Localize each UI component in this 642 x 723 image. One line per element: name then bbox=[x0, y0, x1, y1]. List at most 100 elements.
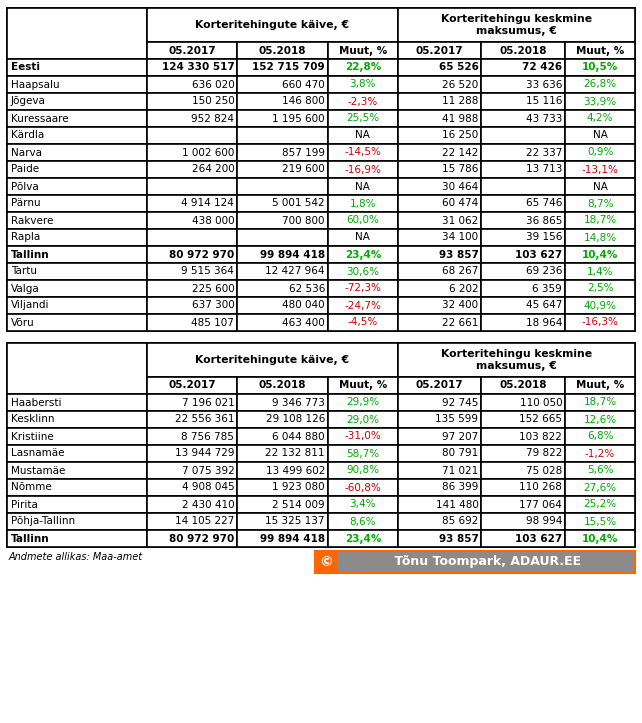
Text: 14 105 227: 14 105 227 bbox=[175, 516, 234, 526]
Text: 13 944 729: 13 944 729 bbox=[175, 448, 234, 458]
Bar bbox=[565, 314, 635, 331]
Text: 15,5%: 15,5% bbox=[584, 516, 617, 526]
Text: 6 044 880: 6 044 880 bbox=[272, 432, 325, 442]
Bar bbox=[398, 144, 482, 161]
Text: Tartu: Tartu bbox=[11, 267, 37, 276]
Bar bbox=[328, 462, 398, 479]
Text: 1 195 600: 1 195 600 bbox=[272, 114, 325, 124]
Bar bbox=[328, 59, 398, 76]
Bar bbox=[398, 297, 482, 314]
Text: -16,9%: -16,9% bbox=[344, 165, 381, 174]
Bar bbox=[328, 445, 398, 462]
Bar bbox=[328, 178, 398, 195]
Text: 29,0%: 29,0% bbox=[347, 414, 379, 424]
Text: 1,8%: 1,8% bbox=[350, 199, 376, 208]
Bar bbox=[328, 144, 398, 161]
Bar bbox=[398, 127, 482, 144]
Text: 99 894 418: 99 894 418 bbox=[260, 534, 325, 544]
Bar bbox=[328, 161, 398, 178]
Bar bbox=[238, 161, 328, 178]
Bar bbox=[482, 428, 565, 445]
Bar bbox=[7, 445, 146, 462]
Bar bbox=[565, 93, 635, 110]
Text: 152 665: 152 665 bbox=[519, 414, 562, 424]
Text: 39 156: 39 156 bbox=[526, 233, 562, 242]
Text: 4 914 124: 4 914 124 bbox=[182, 199, 234, 208]
Text: 110 268: 110 268 bbox=[519, 482, 562, 492]
Text: 05.2018: 05.2018 bbox=[259, 380, 306, 390]
Bar bbox=[482, 394, 565, 411]
Bar bbox=[7, 144, 146, 161]
Text: 27,6%: 27,6% bbox=[584, 482, 617, 492]
Text: -60,8%: -60,8% bbox=[345, 482, 381, 492]
Text: 12 427 964: 12 427 964 bbox=[266, 267, 325, 276]
Bar bbox=[7, 343, 635, 547]
Text: 62 536: 62 536 bbox=[289, 283, 325, 294]
Text: 264 200: 264 200 bbox=[191, 165, 234, 174]
Bar bbox=[238, 297, 328, 314]
Bar bbox=[7, 297, 146, 314]
Bar bbox=[7, 496, 146, 513]
Bar bbox=[565, 513, 635, 530]
Bar bbox=[398, 314, 482, 331]
Bar bbox=[146, 263, 238, 280]
Bar bbox=[565, 42, 635, 59]
Bar bbox=[398, 462, 482, 479]
Bar bbox=[398, 411, 482, 428]
Bar bbox=[565, 479, 635, 496]
Text: Korteritehingute käive, €: Korteritehingute käive, € bbox=[195, 20, 349, 30]
Text: 05.2017: 05.2017 bbox=[416, 380, 464, 390]
Text: Tallinn: Tallinn bbox=[11, 534, 49, 544]
Text: Korteritehingu keskmine
maksumus, €: Korteritehingu keskmine maksumus, € bbox=[441, 349, 592, 371]
Bar bbox=[238, 93, 328, 110]
Bar bbox=[7, 8, 635, 331]
Text: 25,2%: 25,2% bbox=[584, 500, 617, 510]
Text: 80 972 970: 80 972 970 bbox=[169, 249, 234, 260]
Text: Pirita: Pirita bbox=[11, 500, 38, 510]
Bar bbox=[482, 42, 565, 59]
Text: 480 040: 480 040 bbox=[282, 301, 325, 310]
Text: 99 894 418: 99 894 418 bbox=[260, 249, 325, 260]
Text: 146 800: 146 800 bbox=[282, 96, 325, 106]
Text: 29 108 126: 29 108 126 bbox=[266, 414, 325, 424]
Bar bbox=[328, 411, 398, 428]
Text: 33,9%: 33,9% bbox=[584, 96, 617, 106]
Bar bbox=[482, 59, 565, 76]
Bar bbox=[398, 229, 482, 246]
Text: Kristiine: Kristiine bbox=[11, 432, 54, 442]
Text: Haapsalu: Haapsalu bbox=[11, 80, 60, 90]
Bar bbox=[398, 246, 482, 263]
Text: 60,0%: 60,0% bbox=[347, 215, 379, 226]
Text: 26 520: 26 520 bbox=[442, 80, 478, 90]
Text: 2 430 410: 2 430 410 bbox=[182, 500, 234, 510]
Bar bbox=[398, 161, 482, 178]
Text: 05.2017: 05.2017 bbox=[168, 46, 216, 56]
Text: 31 062: 31 062 bbox=[442, 215, 478, 226]
Bar bbox=[7, 314, 146, 331]
Bar bbox=[565, 263, 635, 280]
Bar bbox=[146, 394, 238, 411]
Text: 15 116: 15 116 bbox=[526, 96, 562, 106]
Bar bbox=[398, 479, 482, 496]
Text: 463 400: 463 400 bbox=[282, 317, 325, 328]
Text: 05.2018: 05.2018 bbox=[499, 46, 547, 56]
Text: 177 064: 177 064 bbox=[519, 500, 562, 510]
Text: Muut, %: Muut, % bbox=[576, 46, 624, 56]
Bar bbox=[565, 76, 635, 93]
Text: NA: NA bbox=[356, 233, 370, 242]
Bar bbox=[146, 144, 238, 161]
Text: 22,8%: 22,8% bbox=[345, 62, 381, 72]
Bar bbox=[565, 229, 635, 246]
Text: 10,4%: 10,4% bbox=[582, 249, 618, 260]
Bar bbox=[398, 178, 482, 195]
Text: 952 824: 952 824 bbox=[191, 114, 234, 124]
Bar bbox=[146, 479, 238, 496]
Text: 7 075 392: 7 075 392 bbox=[182, 466, 234, 476]
Bar bbox=[398, 496, 482, 513]
Bar bbox=[7, 229, 146, 246]
Text: 14,8%: 14,8% bbox=[584, 233, 617, 242]
Bar bbox=[146, 127, 238, 144]
Text: 05.2017: 05.2017 bbox=[416, 46, 464, 56]
Bar bbox=[482, 263, 565, 280]
Text: 18 964: 18 964 bbox=[526, 317, 562, 328]
